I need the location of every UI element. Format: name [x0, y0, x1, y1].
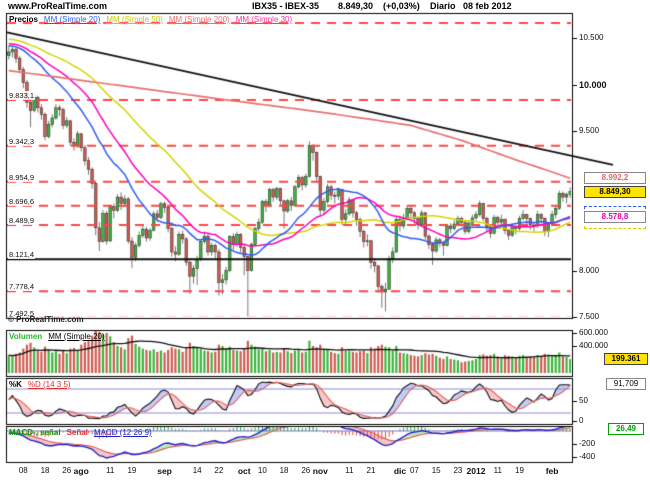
x-axis-label: 14: [192, 466, 202, 475]
x-axis-label: 11: [493, 466, 502, 475]
symbol-title: IBX35 - IBEX-35: [252, 1, 320, 11]
macd-legend-item[interactable]: Señal: [66, 428, 88, 437]
stoch-legend-item[interactable]: %D (14 3 5): [27, 380, 71, 389]
stoch-axis-label: 0: [579, 416, 584, 425]
price-legend-item[interactable]: MM (Simple 30): [235, 15, 293, 24]
volume-axis-label: 400.000: [579, 341, 608, 350]
price-level-label: 7.492,5: [8, 308, 36, 318]
x-axis-label: 07: [409, 466, 419, 475]
timeframe-label[interactable]: Diario: [430, 1, 456, 11]
volume-legend-item[interactable]: MM (Simple 20): [48, 332, 105, 341]
price-level-label: 8.489,9: [8, 215, 36, 225]
price-axis-label: 9.500: [579, 126, 600, 136]
macd-legend: MACD-, señal Señal MACD (12 26 9): [9, 428, 152, 437]
x-axis-label: 26: [62, 466, 72, 475]
x-axis-label: 18: [40, 466, 50, 475]
stoch-badge: 91,709: [606, 378, 646, 391]
macd-axis-label: -400: [579, 452, 596, 461]
stoch-axis-label: 50: [579, 396, 588, 405]
stoch-legend: %K %D (14 3 5): [9, 380, 71, 389]
price-level-label: 9.833,1: [8, 91, 36, 101]
price-legend-item[interactable]: Precios: [9, 15, 38, 24]
x-axis-label: feb: [545, 466, 559, 476]
x-axis-label: dic: [393, 466, 407, 476]
price-level-label: 8.121,4: [8, 250, 36, 260]
change-header: (+0,03%): [383, 1, 420, 11]
x-axis-label: 18: [279, 466, 289, 475]
x-axis-label: ago: [73, 466, 89, 476]
price-legend-item[interactable]: MM (Simple 200): [168, 15, 230, 24]
price-axis-label: 8.000: [579, 265, 600, 275]
macd-badge: 26,49: [608, 423, 644, 436]
price-level-label: 8.696,6: [8, 196, 36, 206]
x-axis-label: 22: [214, 466, 224, 475]
x-axis-label: 26: [301, 466, 311, 475]
price-level-label: 8.954,9: [8, 172, 36, 182]
x-axis-label: 19: [515, 466, 524, 475]
x-axis-label: 11: [106, 466, 115, 475]
price-axis-label: 10.500: [579, 33, 604, 42]
price-badge-salmon: 8.992,2: [584, 172, 646, 185]
x-axis-label: 15: [431, 466, 441, 475]
x-axis-label: 11: [345, 466, 354, 475]
price-legend: Precios MM (Simple 20) MM (Simple 50) MM (S…: [9, 15, 292, 24]
x-axis-label: 2012: [466, 466, 486, 476]
x-axis-label: 23: [453, 466, 463, 475]
macd-legend-item[interactable]: MACD-, señal: [9, 428, 61, 437]
volume-legend-item[interactable]: Volumen: [9, 332, 43, 341]
x-axis-label: 21: [366, 466, 376, 475]
x-axis-label: sep: [157, 466, 172, 476]
watermark: © ProRealTime.com: [8, 315, 84, 324]
date-label: 08 feb 2012: [463, 1, 512, 11]
price-badge-last: 8.849,30: [584, 185, 646, 198]
stoch-legend-item[interactable]: %K: [9, 380, 22, 389]
volume-legend: Volumen MM (Simple 20): [9, 332, 105, 341]
price-axis-label: 7.500: [579, 312, 600, 322]
x-axis-label: 10: [257, 466, 267, 475]
price-level-label: 7.778,4: [8, 282, 36, 292]
price-legend-item[interactable]: MM (Simple 20): [43, 15, 101, 24]
price-axis-label: 10.000: [579, 79, 607, 90]
volume-axis-label: 600.000: [579, 328, 608, 337]
volume-badge: 199.361: [604, 353, 648, 366]
price-level-label: 9.342,3: [8, 136, 36, 146]
site-link[interactable]: www.ProRealTime.com: [8, 1, 108, 11]
x-axis-label: 19: [127, 466, 137, 475]
x-axis-label: nov: [312, 466, 328, 476]
macd-axis-label: -200: [579, 439, 596, 448]
x-axis-label: oct: [237, 466, 251, 476]
price-badge-magenta: 8.578,8: [584, 210, 646, 223]
x-axis-label: 08: [18, 466, 28, 475]
last-price-header: 8.849,30: [338, 1, 374, 11]
price-legend-item[interactable]: MM (Simple 50): [106, 15, 163, 24]
macd-legend-item[interactable]: MACD (12 26 9): [93, 428, 152, 437]
